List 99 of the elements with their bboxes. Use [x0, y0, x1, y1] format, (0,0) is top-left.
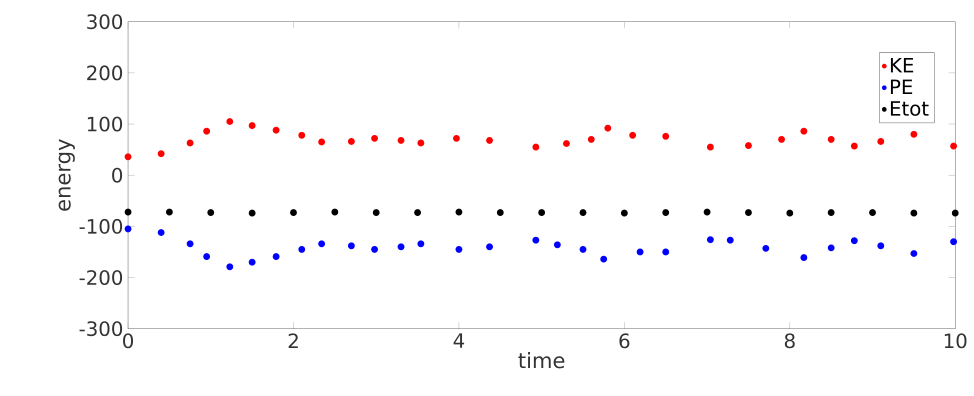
point	[636, 248, 644, 256]
y-tick-label: 0	[112, 168, 122, 183]
point	[580, 209, 586, 216]
point	[762, 245, 770, 252]
point	[869, 209, 876, 216]
point	[272, 253, 280, 260]
point	[158, 229, 165, 236]
point	[588, 136, 595, 143]
point	[828, 244, 835, 252]
point	[726, 236, 734, 244]
point	[272, 126, 280, 134]
point	[318, 240, 326, 248]
point	[398, 243, 404, 250]
point	[662, 248, 670, 256]
point	[620, 210, 628, 217]
point	[496, 209, 504, 216]
point	[910, 210, 918, 217]
point	[331, 208, 338, 216]
point	[124, 153, 132, 160]
y-tick-label: -100	[80, 218, 122, 234]
point	[800, 128, 808, 135]
point	[318, 138, 326, 146]
point	[538, 209, 546, 216]
point	[704, 208, 711, 216]
x-tick-label: 6	[619, 333, 630, 348]
point	[662, 209, 670, 216]
point	[800, 254, 808, 262]
point	[456, 208, 462, 216]
point	[248, 258, 256, 266]
point	[371, 135, 378, 142]
y-tick-label: 300	[87, 14, 122, 30]
point	[372, 209, 380, 216]
point	[371, 246, 378, 253]
point	[124, 226, 132, 232]
point	[348, 138, 355, 145]
point	[952, 210, 959, 217]
point	[348, 242, 355, 250]
point	[453, 135, 460, 142]
point	[850, 142, 858, 150]
point	[207, 209, 214, 216]
point	[828, 209, 835, 216]
point	[950, 238, 958, 246]
legend-label: Etot	[890, 101, 929, 116]
point	[850, 237, 858, 244]
legend-label: PE	[890, 80, 912, 94]
point	[203, 253, 210, 260]
point	[828, 136, 835, 143]
point	[298, 132, 306, 139]
point	[877, 242, 884, 250]
point	[745, 142, 752, 150]
point	[910, 130, 918, 138]
point	[158, 150, 165, 158]
point	[456, 246, 462, 253]
point	[486, 243, 493, 250]
point	[186, 140, 194, 146]
point	[950, 142, 958, 150]
point	[124, 208, 132, 216]
point	[563, 140, 570, 147]
point	[600, 256, 608, 263]
x-tick-label: 4	[454, 333, 464, 348]
x-axis-title: time	[518, 352, 564, 368]
point	[298, 246, 306, 253]
point	[417, 140, 424, 146]
point	[226, 263, 234, 270]
point	[604, 124, 612, 132]
point	[203, 128, 210, 135]
x-tick-label: 2	[288, 333, 298, 348]
x-tick-label: 0	[123, 333, 134, 348]
point	[290, 209, 297, 216]
point	[580, 246, 586, 253]
point	[745, 209, 752, 216]
point	[166, 208, 173, 216]
point	[398, 137, 404, 144]
y-tick-label: -200	[80, 270, 122, 286]
point	[226, 118, 234, 125]
legend-label: KE	[890, 58, 914, 72]
point	[910, 250, 918, 257]
point	[778, 136, 785, 143]
y-axis-title: energy	[58, 139, 75, 211]
y-tick-label: 100	[88, 116, 122, 132]
point	[706, 144, 714, 151]
point	[554, 241, 561, 248]
point	[186, 240, 194, 248]
point	[248, 210, 256, 217]
point	[877, 138, 884, 145]
point	[486, 137, 493, 144]
point	[532, 236, 540, 244]
point	[417, 240, 424, 248]
point	[248, 122, 256, 130]
point	[706, 236, 714, 244]
point	[786, 210, 794, 217]
y-tick-label: -300	[80, 321, 122, 336]
point	[532, 144, 540, 151]
point	[662, 132, 670, 140]
x-tick-label: 8	[784, 333, 795, 348]
y-tick-label: 200	[87, 65, 122, 80]
point	[414, 209, 421, 216]
x-tick-label: 10	[944, 333, 966, 348]
point	[629, 132, 636, 139]
